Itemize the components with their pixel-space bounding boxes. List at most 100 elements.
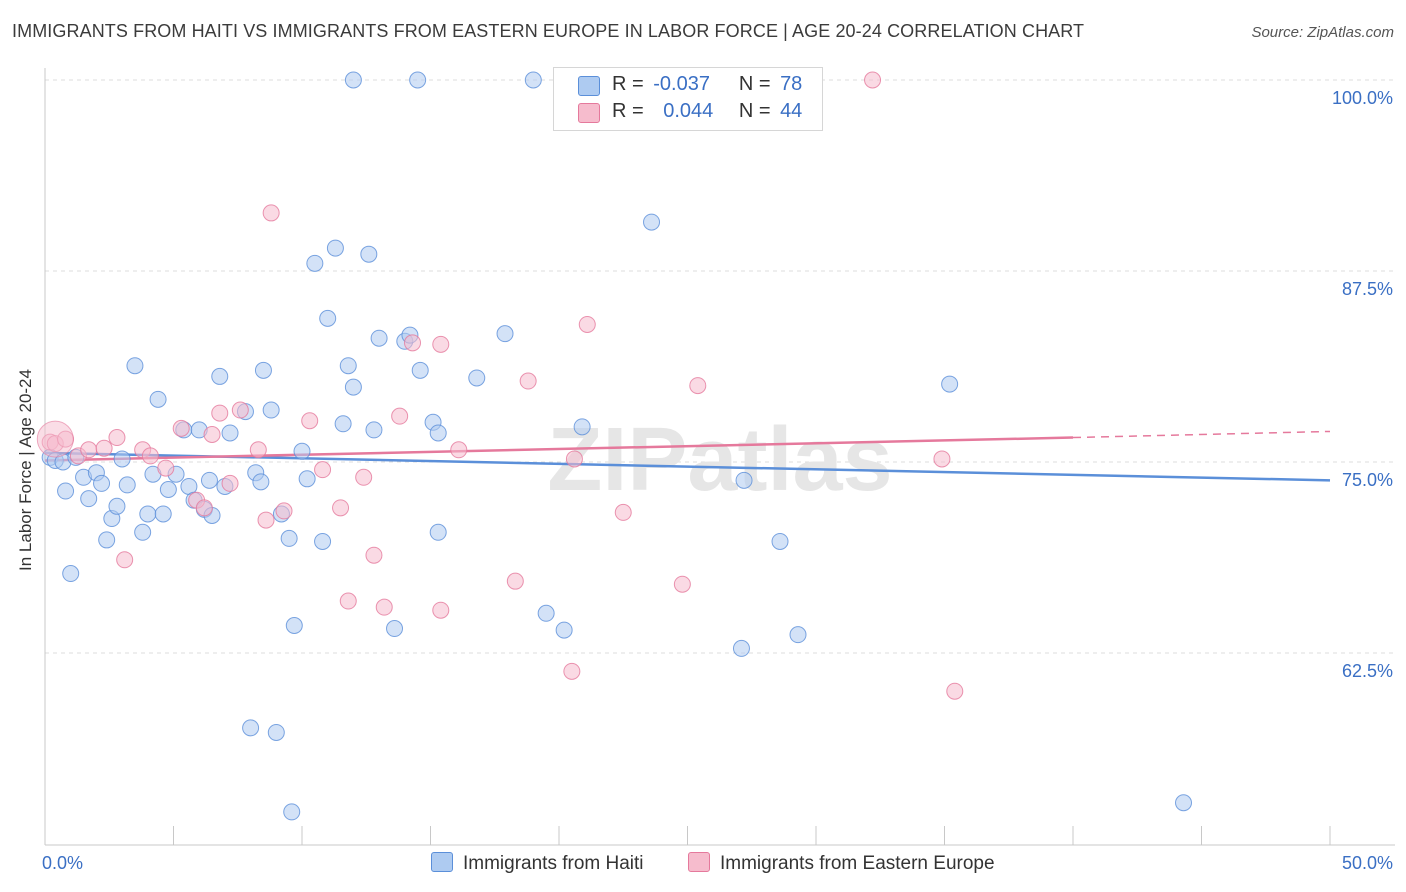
haiti-point [306,254,324,272]
eastern-europe-point [355,468,373,486]
haiti-point [319,309,337,327]
eastern-europe-point [506,572,524,590]
haiti-point [409,71,427,89]
y-tick-label: 62.5% [1342,661,1393,681]
haiti-point [468,369,486,387]
eastern-europe-point [195,499,213,517]
eastern-europe-point [108,429,126,447]
haiti-point [771,532,789,550]
haiti-point [429,424,447,442]
haiti-point [732,639,750,657]
chart-title: IMMIGRANTS FROM HAITI VS IMMIGRANTS FROM… [12,21,1085,41]
eastern-europe-point [172,419,190,437]
haiti-point [537,604,555,622]
eastern-europe-point [211,404,229,422]
haiti-point [252,473,270,491]
eastern-europe-point [231,401,249,419]
haiti-point [139,505,157,523]
eastern-europe-point [578,315,596,333]
haiti-point [386,620,404,638]
haiti-point [113,450,131,468]
haiti-point [370,329,388,347]
eastern-europe-point [221,474,239,492]
haiti-point [326,239,344,257]
haiti-point [555,621,573,639]
eastern-europe-trend-line [44,436,1074,462]
eastern-europe-point [36,420,74,458]
bottom-legend-haiti: Immigrants from Haiti [431,852,644,875]
haiti-point [242,719,260,737]
haiti-point [365,421,383,439]
haiti-point [334,415,352,433]
haiti-point [524,71,542,89]
haiti-point [298,470,316,488]
eastern-europe-point [262,204,280,222]
y-tick-label: 75.0% [1342,470,1393,490]
haiti-point [108,497,126,515]
legend-ee-n-value: 44 [780,100,803,122]
eastern-europe-point [391,407,409,425]
bottom-legend-swatch-haiti [431,852,453,872]
haiti-point [429,523,447,541]
eastern-europe-point [519,372,537,390]
haiti-point [134,523,152,541]
eastern-europe-point [257,511,275,529]
eastern-europe-point [689,377,707,395]
legend-haiti-r-label: R = [612,73,644,95]
haiti-point [200,471,218,489]
haiti-point [267,723,285,741]
haiti-point [293,442,311,460]
y-axis-label-wrap: In Labor Force | Age 20-24 [6,350,46,590]
eastern-europe-point [404,334,422,352]
haiti-point [221,424,239,442]
legend-haiti-n-value: 78 [780,73,803,95]
eastern-europe-point [432,601,450,619]
haiti-point [154,505,172,523]
haiti-point [118,476,136,494]
eastern-europe-point [95,439,113,457]
haiti-point [789,626,807,644]
bottom-legend-eastern-europe: Immigrants from Eastern Europe [688,852,995,875]
haiti-point [280,529,298,547]
haiti-point [93,474,111,492]
haiti-point [98,531,116,549]
haiti-point [344,71,362,89]
haiti-point [735,471,753,489]
eastern-europe-point [946,682,964,700]
legend-ee-n-label: N = [738,100,771,122]
eastern-europe-point [203,425,221,443]
haiti-point [285,616,303,634]
haiti-point [344,378,362,396]
haiti-point [57,482,75,500]
eastern-europe-point [301,412,319,430]
eastern-europe-point [375,598,393,616]
eastern-europe-point [157,459,175,477]
x-tick-label: 50.0% [1342,853,1393,873]
haiti-point [211,367,229,385]
eastern-europe-point [450,441,468,459]
eastern-europe-point [563,662,581,680]
y-tick-label: 100.0% [1332,88,1393,108]
haiti-point [411,361,429,379]
watermark: ZIPatlas [547,410,892,510]
eastern-europe-point [432,335,450,353]
legend-swatch-haiti [578,76,600,96]
eastern-europe-point [864,71,882,89]
haiti-point [643,213,661,231]
haiti-point [262,401,280,419]
haiti-point [1175,794,1193,812]
eastern-europe-point [141,447,159,465]
source-label: Source: ZipAtlas.com [1251,24,1394,41]
bottom-legend-label-haiti: Immigrants from Haiti [463,853,644,874]
eastern-europe-point [339,592,357,610]
bottom-legend-label-eastern-europe: Immigrants from Eastern Europe [720,853,995,874]
haiti-point [941,375,959,393]
eastern-europe-point [332,499,350,517]
haiti-point [496,325,514,343]
eastern-europe-point [275,502,293,520]
eastern-europe-point [933,450,951,468]
eastern-europe-point [565,450,583,468]
haiti-point [149,390,167,408]
eastern-europe-point [614,503,632,521]
legend-swatch-eastern-europe [578,103,600,123]
